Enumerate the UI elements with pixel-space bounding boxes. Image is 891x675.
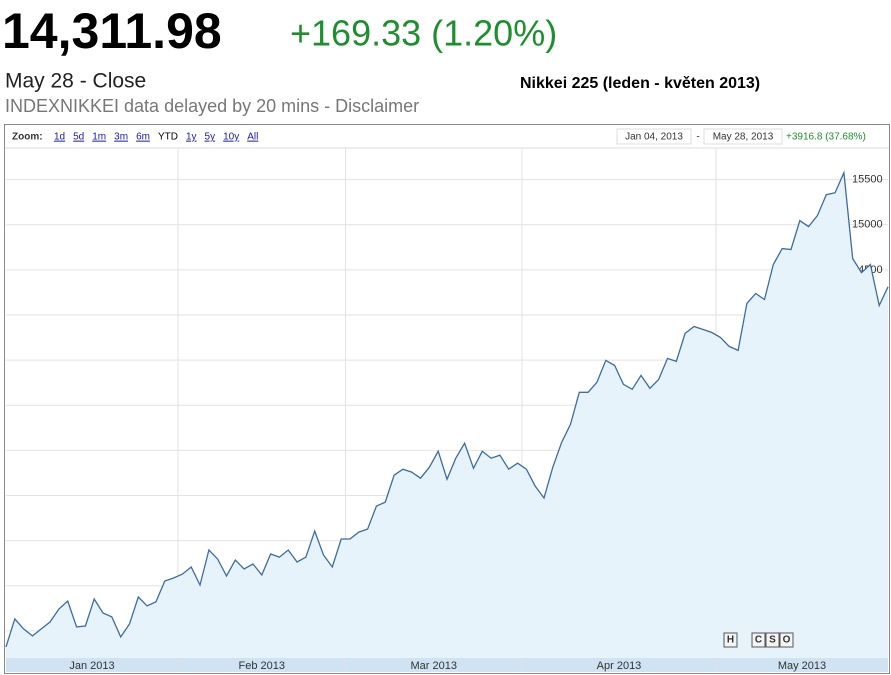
zoom-option[interactable]: All [247,132,258,143]
flag-label[interactable]: C [755,635,762,646]
zoom-option[interactable]: 10y [223,132,239,143]
zoom-option[interactable]: 1y [186,132,197,143]
x-tick-label: May 2013 [778,660,826,672]
month-strip [6,658,888,672]
range-start-box[interactable] [616,128,692,145]
zoom-option[interactable]: YTD [158,132,178,143]
range-change: +3916.8 (37.68%) [786,132,866,143]
y-tick-label: 15000 [852,219,883,231]
range-sep: - [696,132,699,143]
flag-box[interactable] [751,632,766,648]
flag-label[interactable]: O [783,635,791,646]
x-tick-label: Apr 2013 [597,660,642,672]
price-change: +169.33 (1.20%) [290,13,557,54]
x-tick-label: Mar 2013 [411,660,457,672]
x-tick-label: Jan 2013 [69,660,114,672]
x-tick-label: Feb 2013 [239,660,285,672]
range-end[interactable]: May 28, 2013 [713,132,774,143]
zoom-option[interactable]: 5y [205,132,216,143]
zoom-option[interactable]: 1m [92,132,106,143]
flag-box[interactable] [723,632,738,648]
area [6,172,888,658]
zoom-option[interactable]: 3m [114,132,128,143]
price-line [5,170,889,648]
zoom-option[interactable]: 1d [54,132,65,143]
y-tick-label: 15500 [852,173,883,185]
flag-label[interactable]: S [769,635,776,646]
range-end-box[interactable] [703,128,783,145]
zoom-label: Zoom: [12,132,43,143]
close-label: May 28 - Close [5,70,146,93]
zoom-option[interactable]: 6m [136,132,150,143]
flag-label[interactable]: H [727,635,734,646]
disclaimer[interactable]: INDEXNIKKEI data delayed by 20 mins - Di… [5,96,419,116]
price: 14,311.98 [2,3,222,59]
range-start[interactable]: Jan 04, 2013 [625,132,683,143]
zoom-option[interactable]: 5d [73,132,84,143]
chart-title: Nikkei 225 (leden - květen 2013) [520,75,760,92]
flag-box[interactable] [779,632,794,648]
flag-box[interactable] [765,632,780,648]
